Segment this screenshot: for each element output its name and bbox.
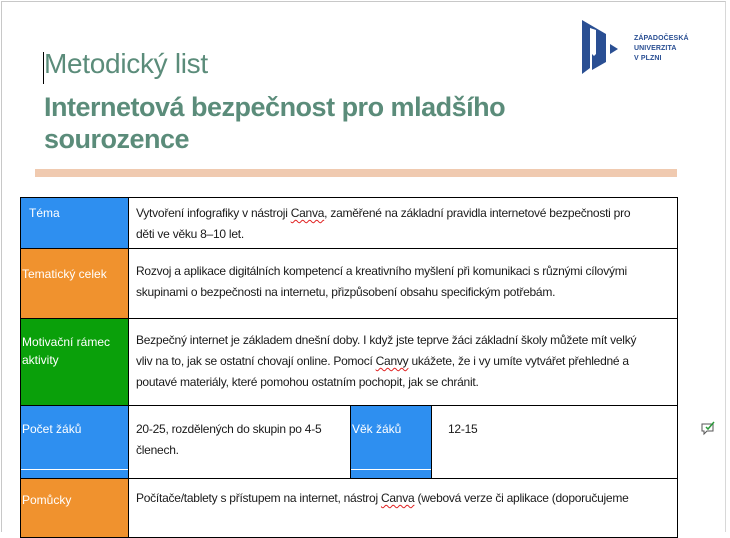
- cell-pomucky[interactable]: Počítače/tablety s přístupem na internet…: [128, 478, 678, 538]
- cell-vek-zaku[interactable]: 12-15: [431, 405, 678, 479]
- text-line: Vytvoření infografiky v nástroji Canva, …: [136, 203, 670, 224]
- label-tema: Téma: [20, 197, 129, 249]
- text: vliv na to, jak se ostatní chovají onlin…: [136, 354, 376, 368]
- cell-tema[interactable]: Vytvoření infografiky v nástroji Canva, …: [128, 197, 678, 249]
- label-pocet-zaku: Počet žáků: [20, 405, 129, 479]
- label-tematicky-celek: Tematický celek: [20, 248, 129, 319]
- logo-text-line: ZÁPADOČESKÁ: [634, 35, 689, 42]
- text-line: 20-25, rozdělených do skupin po 4-5: [136, 422, 322, 436]
- cell-motivacni-ramec[interactable]: Bezpečný internet je základem dnešní dob…: [128, 318, 678, 406]
- text-line: vliv na to, jak se ostatní chovají onlin…: [136, 351, 670, 372]
- cell-tematicky-celek[interactable]: Rozvoj a aplikace digitálních kompetencí…: [128, 248, 678, 319]
- logo-text-line: V PLZNI: [634, 55, 662, 62]
- label-text: Tematický celek: [22, 267, 107, 281]
- text-cursor: [43, 52, 44, 84]
- label-text: Pomůcky: [22, 493, 72, 507]
- text-line: poutavé materiály, které pomohou ostatní…: [136, 375, 479, 389]
- label-pomucky: Pomůcky: [20, 478, 129, 538]
- comment-check-icon[interactable]: [700, 420, 716, 436]
- label-text: Motivační rámec aktivity: [22, 335, 111, 367]
- document-subtitle[interactable]: Metodický list: [44, 48, 208, 79]
- text-line: Rozvoj a aplikace digitálních kompetencí…: [136, 264, 627, 278]
- misspelled-word[interactable]: Canvy: [375, 354, 409, 368]
- text-line: členech.: [136, 443, 179, 457]
- text: Počítače/tablety s přístupem na internet…: [136, 491, 381, 505]
- label-motivacni-ramec: Motivační rámec aktivity: [20, 318, 129, 406]
- accent-divider: [35, 169, 677, 177]
- text: (webová verze či aplikace (doporučujeme: [414, 491, 629, 505]
- document-title-line-2[interactable]: sourozence: [44, 124, 190, 154]
- text: , zaměřené na základní pravidla internet…: [324, 206, 631, 220]
- text-line: děti ve věku 8–10 let.: [136, 227, 244, 241]
- text: Vytvoření infografiky v nástroji: [136, 206, 291, 220]
- label-text: Věk žáků: [352, 422, 402, 436]
- cell-separator: [351, 469, 431, 470]
- text-line: Počítače/tablety s přístupem na internet…: [136, 488, 670, 509]
- text-line: 12-15: [448, 422, 478, 436]
- logo-text-line: UNIVERZITA: [634, 45, 677, 52]
- text-line: skupinami o bezpečnosti na internetu, př…: [136, 285, 556, 299]
- cell-pocet-zaku[interactable]: 20-25, rozdělených do skupin po 4-5 člen…: [128, 405, 351, 479]
- text: ukážete, že i vy umíte vytvářet přehledn…: [408, 354, 629, 368]
- cell-separator: [21, 469, 128, 470]
- university-logo: [582, 20, 618, 74]
- document-title-line-1[interactable]: Internetová bezpečnost pro mladšího: [44, 92, 506, 122]
- misspelled-word[interactable]: Canva: [290, 206, 325, 220]
- label-vek-zaku: Věk žáků: [350, 405, 432, 479]
- misspelled-word[interactable]: Canva: [380, 491, 415, 505]
- label-text: Počet žáků: [22, 422, 82, 436]
- label-text: Téma: [29, 206, 60, 220]
- text-line: Bezpečný internet je základem dnešní dob…: [136, 333, 637, 347]
